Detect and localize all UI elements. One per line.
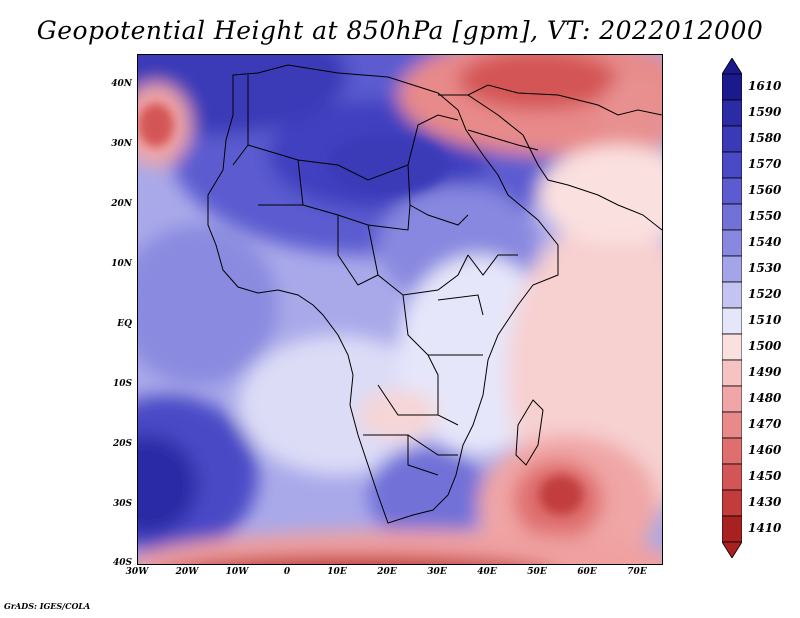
- colorbar-label: 1460: [748, 443, 782, 457]
- colorbar-label: 1450: [748, 469, 782, 483]
- lon-label-60e: 60E: [577, 567, 597, 577]
- lon-label-30w: 30W: [125, 567, 149, 577]
- lon-label-20e: 20E: [377, 567, 397, 577]
- coastlines: [207, 64, 662, 524]
- colorbar-cell: [722, 203, 742, 231]
- colorbar-label: 1520: [748, 287, 782, 301]
- colorbar-label: 1500: [748, 339, 782, 353]
- colorbar-label: 1430: [748, 495, 782, 509]
- colorbar: [722, 58, 742, 558]
- colorbar-cell: [722, 73, 742, 101]
- lat-label-10s: 10S: [112, 379, 132, 389]
- colorbar-cell: [722, 255, 742, 283]
- map-title: Geopotential Height at 850hPa [gpm], VT:…: [36, 16, 764, 45]
- colorbar-cell: [722, 151, 742, 179]
- colorbar-label: 1610: [748, 79, 782, 93]
- lon-label-10w: 10W: [225, 567, 249, 577]
- colorbar-cell: [722, 515, 742, 543]
- colorbar-cell: [722, 281, 742, 309]
- colorbar-cell: [722, 333, 742, 361]
- lon-label-0: 0: [283, 567, 291, 577]
- colorbar-label: 1560: [748, 183, 782, 197]
- map-plot-area: [137, 54, 663, 565]
- colorbar-cell: [722, 99, 742, 127]
- colorbar-cell: [722, 307, 742, 335]
- lon-label-70e: 70E: [627, 567, 647, 577]
- colorbar-cell: [722, 177, 742, 205]
- lat-label-30s: 30S: [112, 499, 132, 509]
- colorbar-label: 1580: [748, 131, 782, 145]
- colorbar-label: 1470: [748, 417, 782, 431]
- grads-credit: GrADS: IGES/COLA: [4, 601, 91, 611]
- lat-label-40n: 40N: [111, 79, 132, 89]
- colorbar-label: 1410: [748, 521, 782, 535]
- colorbar-label: 1550: [748, 209, 782, 223]
- lat-label-30n: 30N: [111, 139, 132, 149]
- lon-label-30e: 30E: [427, 567, 447, 577]
- lat-label-40s: 40S: [112, 558, 132, 568]
- colorbar-top-arrow: [722, 58, 742, 75]
- colorbar-cell: [722, 411, 742, 439]
- lat-label-20n: 20N: [111, 199, 132, 209]
- lon-label-50e: 50E: [527, 567, 547, 577]
- colorbar-cell: [722, 125, 742, 153]
- lat-label-eq: EQ: [117, 319, 132, 329]
- lon-label-40e: 40E: [477, 567, 497, 577]
- lon-label-20w: 20W: [175, 567, 199, 577]
- colorbar-label: 1490: [748, 365, 782, 379]
- lat-label-20s: 20S: [112, 439, 132, 449]
- colorbar-label: 1570: [748, 157, 782, 171]
- colorbar-label: 1590: [748, 105, 782, 119]
- colorbar-cell: [722, 229, 742, 257]
- colorbar-cell: [722, 463, 742, 491]
- colorbar-label: 1480: [748, 391, 782, 405]
- colorbar-bottom-arrow: [722, 541, 742, 558]
- colorbar-cell: [722, 489, 742, 517]
- colorbar-label: 1510: [748, 313, 782, 327]
- colorbar-label: 1540: [748, 235, 782, 249]
- colorbar-label: 1530: [748, 261, 782, 275]
- colorbar-cell: [722, 437, 742, 465]
- geopotential-field: [138, 55, 662, 564]
- colorbar-cell: [722, 385, 742, 413]
- lat-label-10n: 10N: [111, 259, 132, 269]
- lon-label-10e: 10E: [327, 567, 347, 577]
- colorbar-cell: [722, 359, 742, 387]
